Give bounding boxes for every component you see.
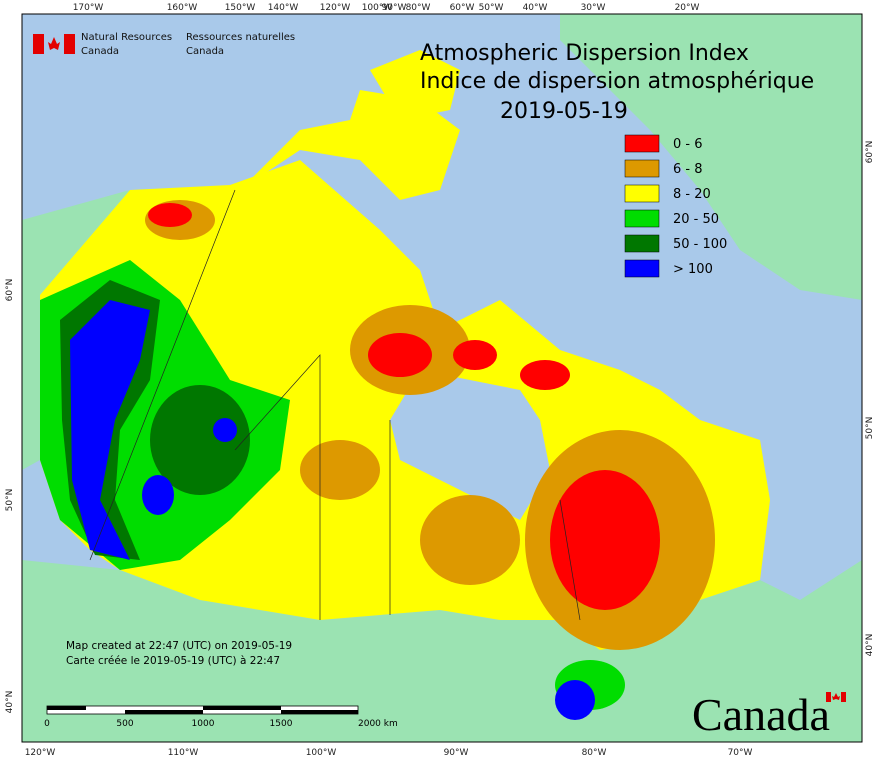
longitude-label: 80°W (406, 3, 431, 13)
alaska (22, 190, 130, 470)
title-date: 2019-05-19 (500, 99, 628, 124)
longitude-label: 120°W (320, 3, 351, 13)
region (555, 680, 595, 720)
legend-swatch (624, 159, 660, 178)
legend-label: 20 - 50 (673, 212, 719, 227)
legend-label: 0 - 6 (673, 137, 703, 152)
region (368, 333, 432, 377)
legend-swatch (624, 209, 660, 228)
scale-bar (46, 705, 359, 715)
legend-label: 50 - 100 (673, 237, 727, 252)
flag-bar (841, 692, 846, 702)
province-border (89, 189, 581, 621)
legend-swatch (624, 134, 660, 153)
longitude-label: 120°W (25, 748, 56, 758)
longitude-label: 160°W (167, 3, 198, 13)
latitude-label: 50°N (5, 489, 15, 512)
longitude-label: 30°W (581, 3, 606, 13)
region (148, 203, 192, 227)
flag-bar (64, 34, 75, 54)
longitude-label: 140°W (268, 3, 299, 13)
ellesmere (370, 50, 460, 120)
axes: 170°W 160°W 150°W 140°W 120°W 100°W90°W 80°W 60… (5, 3, 875, 758)
agency-logo: Natural Resources Canada Ressources natu… (33, 32, 295, 57)
scale-label: 2000 km (358, 719, 398, 729)
scale-labels: 0 500 1000 1500 2000 km (44, 719, 398, 729)
region (420, 495, 520, 585)
longitude-label: 70°W (728, 748, 753, 758)
title: Atmospheric Dispersion Index (420, 41, 749, 66)
scale-label: 1500 (270, 719, 293, 729)
flag-bar (826, 692, 831, 702)
longitude-label: 110°W (168, 748, 199, 758)
legend-label: > 100 (673, 262, 713, 277)
legend-label: 8 - 20 (673, 187, 711, 202)
region (142, 475, 174, 515)
longitude-label: 170°W (73, 3, 104, 13)
longitude-label: 150°W (225, 3, 256, 13)
legend-swatch (624, 259, 660, 278)
latitude-label: 40°N (865, 634, 875, 657)
latitude-label: 60°N (5, 279, 15, 302)
longitude-label: 100°W (306, 748, 337, 758)
flag-leaf (832, 693, 840, 700)
longitude-label: 100°W (362, 3, 393, 13)
scale-label: 1000 (192, 719, 215, 729)
region (453, 340, 497, 370)
legend-swatch (624, 184, 660, 203)
scale-seg (47, 706, 86, 710)
longitude-label: 60°W (450, 3, 475, 13)
longitude-label: 40°W (523, 3, 548, 13)
latitude-label: 40°N (5, 691, 15, 714)
flag-bar (33, 34, 44, 54)
wordmark: Canada (692, 689, 846, 740)
usa (22, 560, 862, 742)
agency-fr: Canada (186, 46, 224, 57)
scale-label: 0 (44, 719, 50, 729)
longitude-label: 80°W (582, 748, 607, 758)
map (21, 13, 863, 743)
latitude-label: 50°N (865, 417, 875, 440)
region (300, 440, 380, 500)
scale-label: 500 (116, 719, 133, 729)
footer-note: Carte créée le 2019-05-19 (UTC) à 22:47 (66, 655, 280, 667)
latitude-label: 60°N (865, 141, 875, 164)
longitude-label: 90°W (444, 748, 469, 758)
region (520, 360, 570, 390)
flag-leaf (48, 37, 60, 50)
agency-fr: Ressources naturelles (186, 32, 295, 43)
legend: 0 - 6 6 - 8 8 - 20 20 - 50 50 - 100 > 100 (624, 134, 727, 278)
scale-seg (125, 710, 203, 714)
longitude-label: 20°W (675, 3, 700, 13)
region (550, 470, 660, 610)
region (150, 385, 250, 495)
title: Indice de dispersion atmosphérique (420, 69, 814, 94)
scale-seg (203, 706, 281, 710)
longitude-label: 90°W (382, 3, 407, 13)
longitude-label: 50°W (479, 3, 504, 13)
region (70, 300, 150, 560)
map-frame (21, 13, 863, 743)
agency-en: Canada (81, 46, 119, 57)
hudson-bay (390, 370, 550, 520)
wordmark-text: Canada (692, 689, 830, 740)
region (213, 418, 237, 442)
legend-label: 6 - 8 (673, 162, 703, 177)
scale-seg (281, 710, 358, 714)
greenland (560, 14, 862, 300)
footer-note: Map created at 22:47 (UTC) on 2019-05-19 (66, 640, 292, 652)
agency-en: Natural Resources (81, 32, 172, 43)
legend-swatch (624, 234, 660, 253)
